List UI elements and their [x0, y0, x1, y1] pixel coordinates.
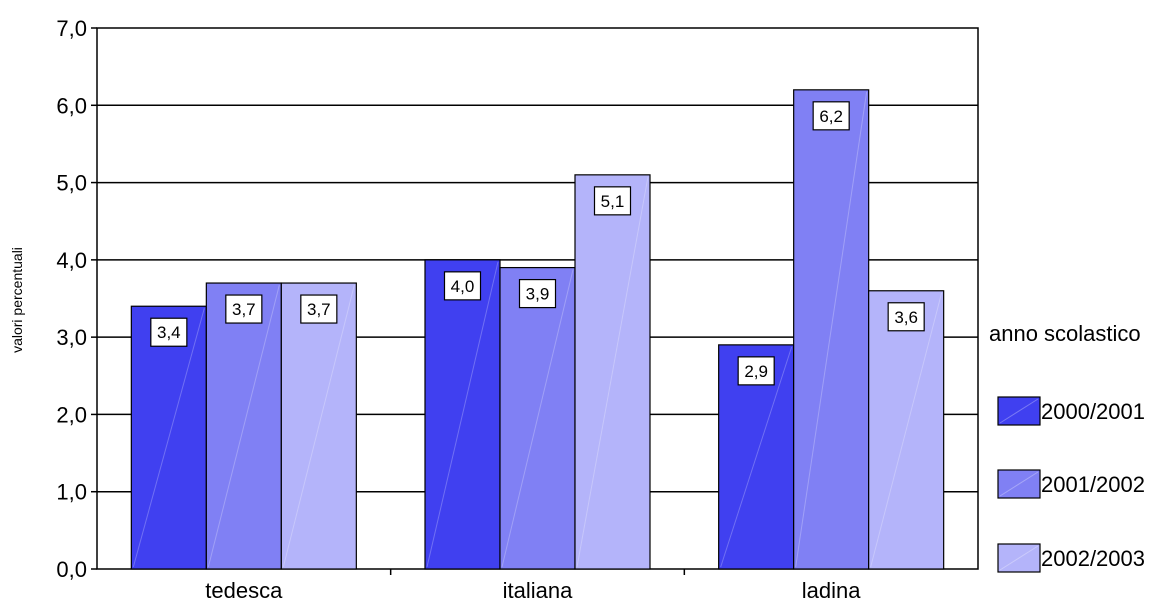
bar-sheen [426, 261, 499, 568]
bar-2000-2001-italiana [424, 259, 501, 570]
data-label: 5,1 [601, 192, 625, 211]
bar-2002-2003-tedesca [280, 282, 357, 570]
data-label: 3,4 [157, 323, 181, 342]
y-tick-label: 1,0 [56, 480, 87, 505]
data-label-box [300, 294, 338, 324]
legend-label: 2000/2001 [1041, 399, 1145, 424]
legend-swatch [997, 469, 1041, 499]
data-label-box [593, 186, 632, 216]
data-label: 3,6 [894, 308, 918, 327]
y-tick-label: 0,0 [56, 557, 87, 582]
x-category-label: ladina [802, 578, 861, 603]
y-tick-label: 4,0 [56, 248, 87, 273]
bar-2001-2002-italiana [499, 266, 576, 570]
bar-sheen [870, 292, 943, 568]
y-tick-label: 2,0 [56, 402, 87, 427]
bar-2002-2003-italiana [574, 174, 651, 570]
legend: 2000/2001 2001/2002 2002/2003 [997, 396, 1145, 573]
bar-sheen [576, 176, 649, 568]
bar-sheen [795, 91, 868, 568]
y-axis-label: valori percentuali [9, 247, 25, 353]
data-label-box [518, 278, 557, 309]
data-label-box [887, 302, 925, 332]
bar-sheen [282, 284, 355, 568]
x-category-label: italiana [503, 578, 573, 603]
data-label: 3,9 [526, 285, 550, 304]
legend-swatch-sheen [999, 545, 1039, 571]
legend-title: anno scolastico [989, 321, 1141, 346]
y-tick-label: 3,0 [56, 325, 87, 350]
bar-sheen [207, 284, 280, 568]
legend-label: 2001/2002 [1041, 472, 1145, 497]
bars [130, 89, 945, 570]
bar-2002-2003-ladina [868, 290, 945, 570]
data-labels: 3,4 3,7 3,7 4,0 3,9 5,1 2,9 6,2 3,6 [150, 101, 925, 386]
legend-swatch-sheen [999, 398, 1039, 424]
legend-swatch [997, 396, 1041, 426]
bar-sheen [501, 269, 574, 568]
y-tick-label: 6,0 [56, 93, 87, 118]
bar-2001-2002-tedesca [205, 282, 282, 570]
data-label-box [225, 294, 263, 324]
legend-swatch [997, 543, 1041, 573]
legend-label: 2002/2003 [1041, 546, 1145, 571]
data-label-box [443, 271, 482, 301]
data-label: 6,2 [819, 107, 843, 126]
data-label: 3,7 [307, 300, 331, 319]
data-label: 3,7 [232, 300, 256, 319]
bar-2001-2002-ladina [793, 89, 870, 570]
x-category-label: tedesca [205, 578, 283, 603]
bar-sheen [720, 346, 793, 568]
legend-swatch-sheen [999, 471, 1039, 497]
data-label-box [150, 317, 188, 347]
bar-2000-2001-tedesca [130, 305, 207, 570]
data-label: 2,9 [744, 362, 768, 381]
y-tick-label: 5,0 [56, 171, 87, 196]
y-tick-label: 7,0 [56, 16, 87, 41]
data-label-box [812, 101, 850, 131]
data-label-box [737, 356, 775, 386]
data-label: 4,0 [451, 277, 475, 296]
bar-sheen [132, 308, 205, 568]
axes: 0,0 1,0 2,0 3,0 4,0 5,0 6,0 7,0 tedesca italiana l… [56, 16, 861, 603]
